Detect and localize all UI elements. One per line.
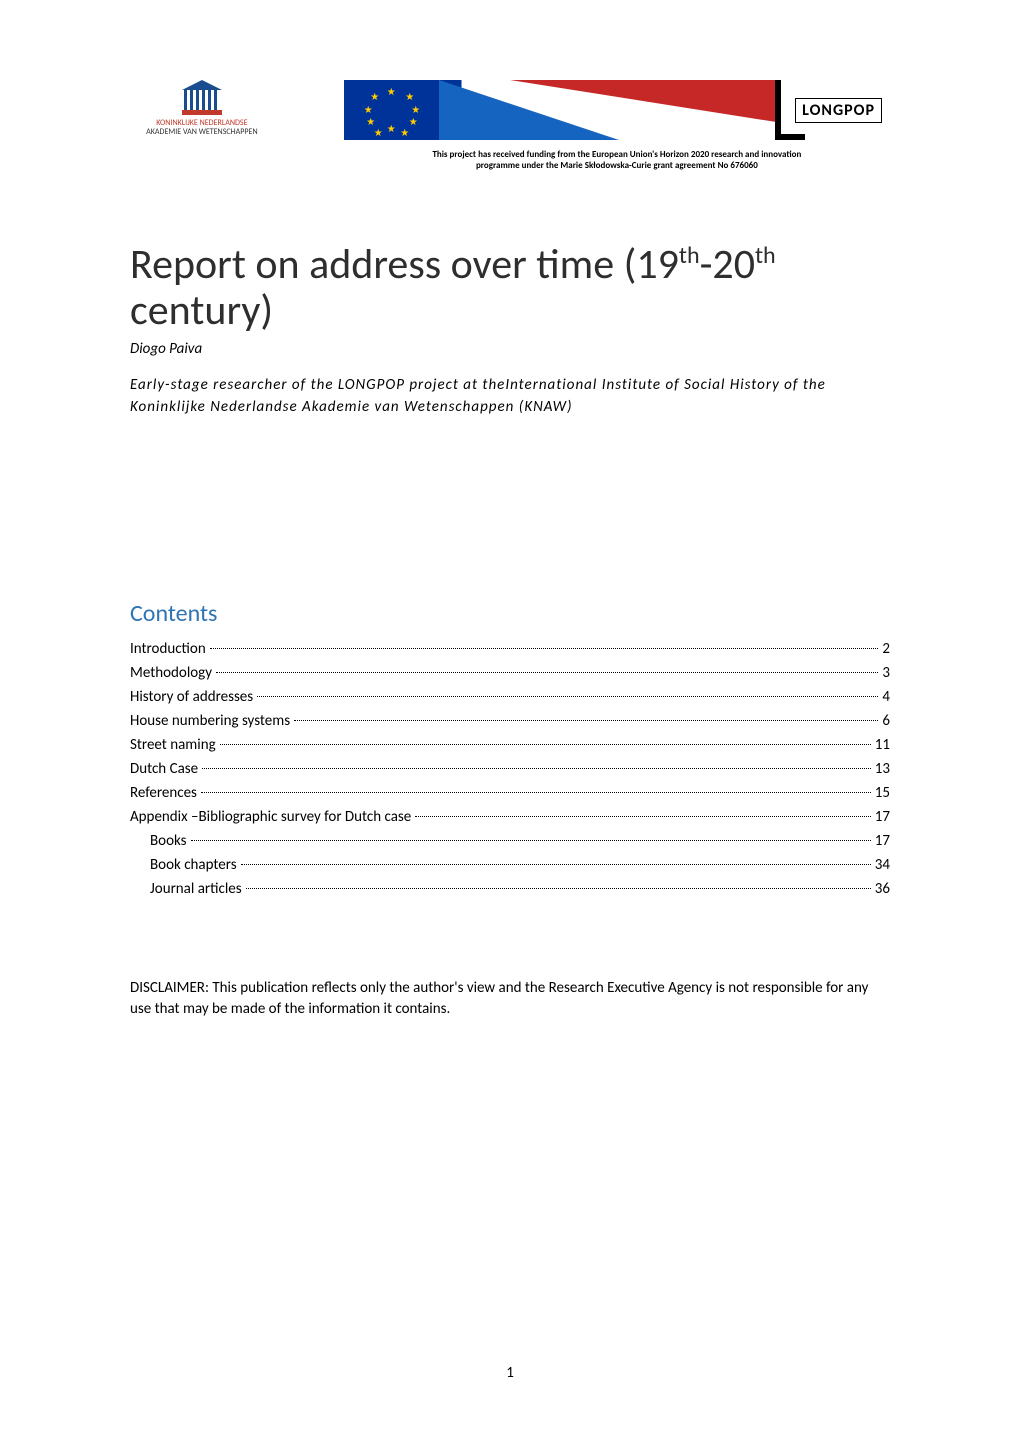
toc-page-number: 6 xyxy=(882,712,890,730)
toc-item[interactable]: Appendix –Bibliographic survey for Dutch… xyxy=(130,808,890,826)
longpop-logo: ★ ★ ★ ★ ★ ★ ★ ★ ★ ★ LONG xyxy=(344,80,890,172)
toc-page-number: 36 xyxy=(875,880,890,898)
toc-page-number: 17 xyxy=(875,832,890,850)
longpop-l-icon xyxy=(775,80,805,140)
toc-leader-dots xyxy=(216,672,878,673)
title-line2: century) xyxy=(130,285,273,336)
disclaimer-text: DISCLAIMER: This publication reflects on… xyxy=(130,978,890,1020)
toc-label: Journal articles xyxy=(150,880,242,898)
knaw-text: KONINKLIJKE NEDERLANDSE AKADEMIE VAN WET… xyxy=(146,119,257,137)
funding-line2: programme under the Marie Skłodowska-Cur… xyxy=(344,161,890,172)
toc-page-number: 2 xyxy=(882,640,890,658)
longpop-triangle-graphic: LONGPOP xyxy=(439,80,890,140)
header-logos: KONINKLIJKE NEDERLANDSE AKADEMIE VAN WET… xyxy=(130,80,890,172)
longpop-banner: ★ ★ ★ ★ ★ ★ ★ ★ ★ ★ LONG xyxy=(344,80,890,140)
toc-page-number: 17 xyxy=(875,808,890,826)
toc-leader-dots xyxy=(210,648,879,649)
toc-page-number: 34 xyxy=(875,856,890,874)
toc-item[interactable]: Methodology 3 xyxy=(130,664,890,682)
toc-label: References xyxy=(130,784,197,802)
toc-leader-dots xyxy=(202,768,871,769)
table-of-contents: Introduction 2 Methodology 3 History of ad… xyxy=(130,640,890,898)
toc-label: Methodology xyxy=(130,664,212,682)
toc-page-number: 4 xyxy=(882,688,890,706)
document-title: Report on address over time (19th-20th c… xyxy=(130,242,890,334)
title-mid: -20 xyxy=(700,239,755,290)
toc-leader-dots xyxy=(415,816,871,817)
toc-leader-dots xyxy=(246,888,871,889)
toc-item[interactable]: Dutch Case 13 xyxy=(130,760,890,778)
toc-page-number: 15 xyxy=(875,784,890,802)
toc-item[interactable]: House numbering systems 6 xyxy=(130,712,890,730)
title-sup2: th xyxy=(755,241,776,270)
toc-page-number: 11 xyxy=(875,736,890,754)
toc-item[interactable]: Introduction 2 xyxy=(130,640,890,658)
toc-page-number: 13 xyxy=(875,760,890,778)
knaw-line2: AKADEMIE VAN WETENSCHAPPEN xyxy=(146,128,257,137)
toc-page-number: 3 xyxy=(882,664,890,682)
title-sup1: th xyxy=(679,241,700,270)
author-affiliation: Early-stage researcher of the LONGPOP pr… xyxy=(130,374,890,419)
knaw-logo: KONINKLIJKE NEDERLANDSE AKADEMIE VAN WET… xyxy=(130,80,274,137)
toc-label: Book chapters xyxy=(150,856,237,874)
toc-label: Dutch Case xyxy=(130,760,198,778)
eu-flag-icon: ★ ★ ★ ★ ★ ★ ★ ★ ★ ★ xyxy=(344,80,439,140)
toc-leader-dots xyxy=(241,864,871,865)
toc-item[interactable]: Books 17 xyxy=(130,832,890,850)
contents-heading: Contents xyxy=(130,599,890,628)
toc-item[interactable]: References 15 xyxy=(130,784,890,802)
toc-label: Books xyxy=(150,832,187,850)
toc-leader-dots xyxy=(220,744,871,745)
toc-item[interactable]: History of addresses 4 xyxy=(130,688,890,706)
title-prefix: Report on address over time (19 xyxy=(130,239,679,290)
knaw-building-icon xyxy=(182,80,222,115)
longpop-funding-text: This project has received funding from t… xyxy=(344,150,890,172)
toc-item[interactable]: Journal articles 36 xyxy=(130,880,890,898)
toc-leader-dots xyxy=(201,792,871,793)
toc-leader-dots xyxy=(294,720,878,721)
toc-label: Street naming xyxy=(130,736,216,754)
author-name: Diogo Paiva xyxy=(130,340,890,358)
toc-label: Appendix –Bibliographic survey for Dutch… xyxy=(130,808,411,826)
toc-label: House numbering systems xyxy=(130,712,290,730)
toc-label: Introduction xyxy=(130,640,206,658)
toc-leader-dots xyxy=(257,696,878,697)
toc-label: History of addresses xyxy=(130,688,253,706)
page-number: 1 xyxy=(506,1364,514,1382)
toc-item[interactable]: Book chapters 34 xyxy=(130,856,890,874)
toc-item[interactable]: Street naming 11 xyxy=(130,736,890,754)
toc-leader-dots xyxy=(191,840,871,841)
longpop-label: LONGPOP xyxy=(795,98,882,123)
